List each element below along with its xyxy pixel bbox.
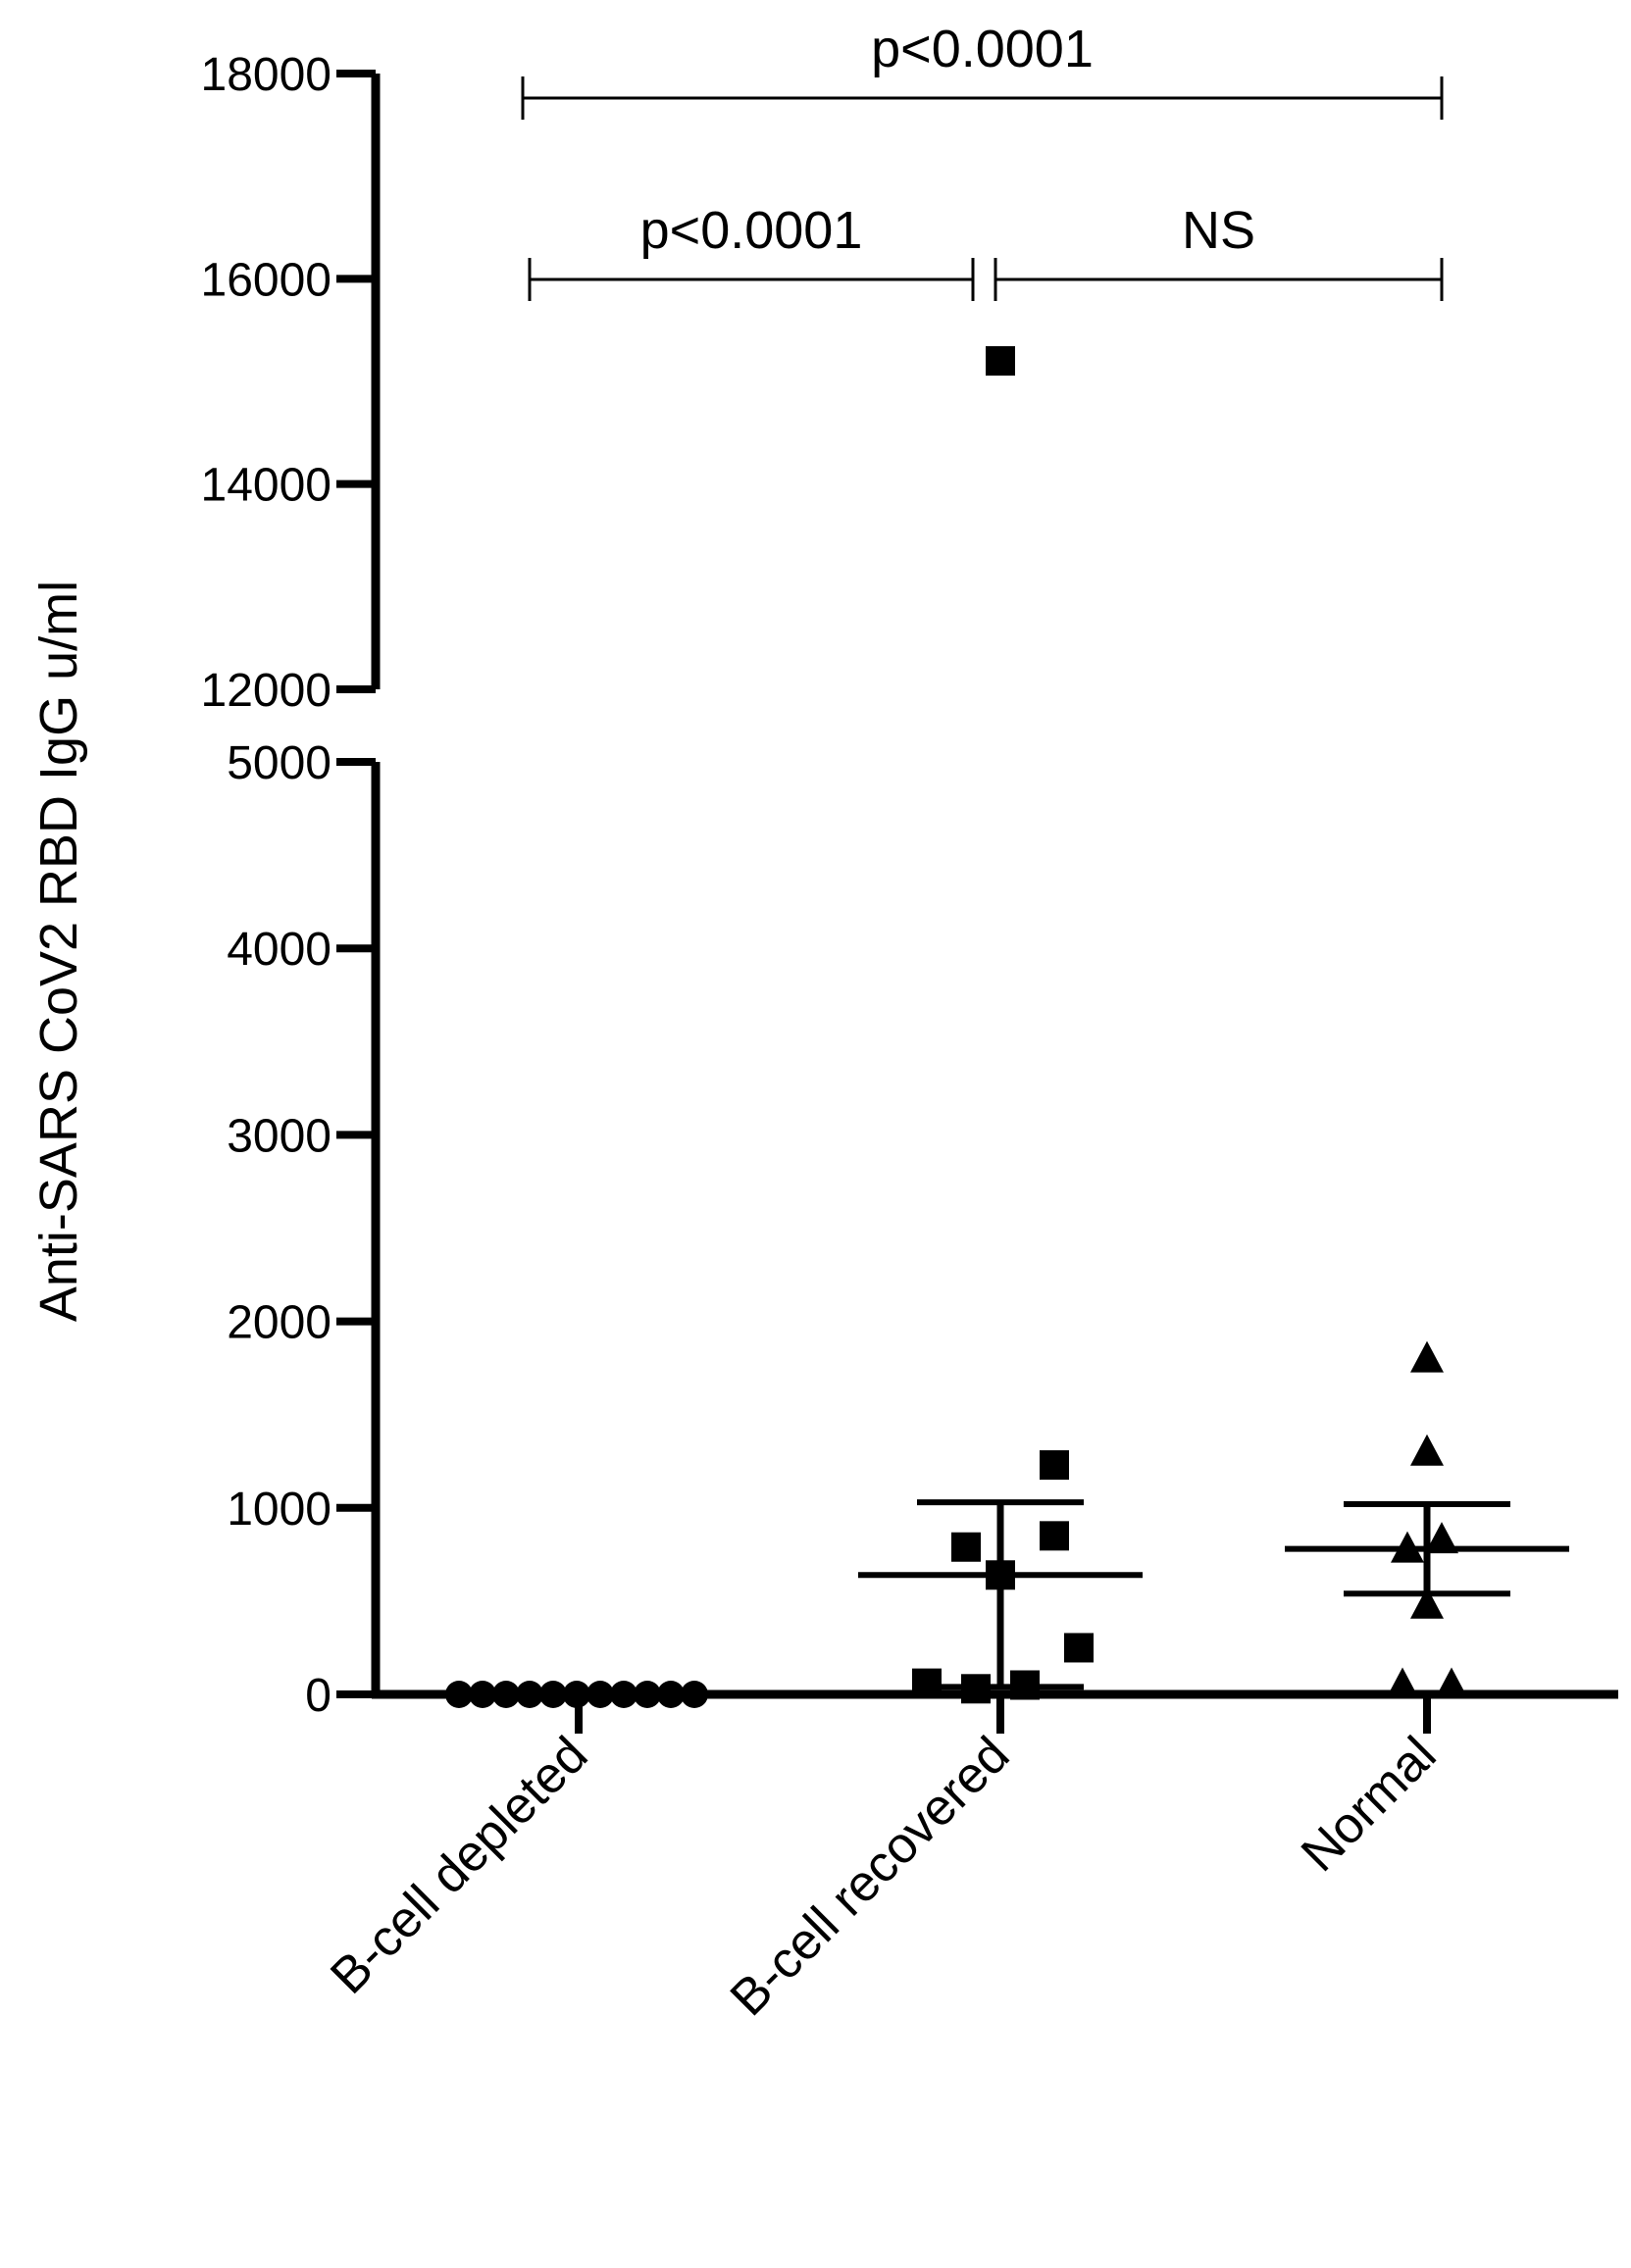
axes [371,74,1618,1734]
y-tick-label: 2000 [227,1297,331,1349]
y-tick-label: 0 [305,1670,331,1722]
data-point-square [1064,1633,1094,1663]
significance-brackets: p<0.0001 p<0.0001 NS [521,20,1444,301]
y-tick-label: 4000 [227,924,331,976]
significance-label: p<0.0001 [640,201,863,260]
category-label: Normal [1291,1726,1448,1883]
data-point-triangle [1425,1522,1458,1554]
data-point-circle [516,1681,543,1708]
data-point-circle [563,1681,590,1708]
data-point-circle [469,1681,496,1708]
data-point-square [1040,1450,1069,1481]
data-point-triangle [1410,1587,1444,1619]
data-point-square [986,346,1015,377]
data-point-triangle [1386,1667,1419,1699]
data-point-circle [586,1681,614,1708]
y-tick-label: 18000 [201,49,331,101]
data-point-triangle [1410,1340,1444,1373]
data-point-square [961,1674,991,1704]
y-tick-label: 3000 [227,1110,331,1162]
data-point-square [986,1560,1015,1590]
significance-label: NS [1182,201,1255,260]
y-tick-label: 5000 [227,737,331,789]
data-point-square [1040,1521,1069,1551]
data-point-square [1010,1670,1040,1700]
y-axis-label: Anti-SARS CoV2 RBD IgG u/ml [29,580,88,1322]
data-point-circle [634,1681,661,1708]
y-ticks: 0 1000 2000 3000 4000 5000 12000 14000 16000 1800… [201,49,376,1722]
data-point-circle [610,1681,637,1708]
data-point-circle [539,1681,567,1708]
significance-label: p<0.0001 [871,20,1094,78]
data-point-square [951,1532,981,1562]
data-point-triangle [1435,1667,1468,1699]
data-point-circle [492,1681,520,1708]
category-label: B-cell depleted [320,1726,598,2004]
y-tick-label: 16000 [201,254,331,306]
data-point-circle [445,1681,473,1708]
category-labels: B-cell depleted B-cell recovered Normal [320,1726,1447,2027]
data-point-triangle [1391,1531,1424,1563]
data-point-circle [657,1681,685,1708]
data-point-triangle [1410,1434,1444,1466]
data-point-square [912,1668,942,1698]
category-label: B-cell recovered [720,1726,1021,2027]
y-tick-label: 14000 [201,460,331,512]
y-tick-label: 1000 [227,1484,331,1536]
error-bars [858,1499,1569,1690]
data-points [445,346,1468,1708]
y-tick-label: 12000 [201,665,331,717]
data-point-circle [681,1681,708,1708]
